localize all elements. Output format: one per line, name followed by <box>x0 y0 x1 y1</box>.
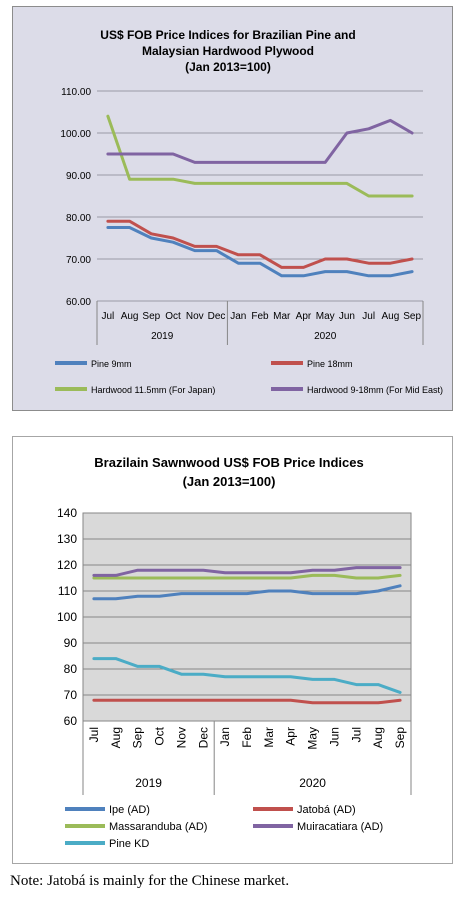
y-tick-label: 90 <box>64 636 78 650</box>
year-group-label: 2020 <box>314 331 337 342</box>
legend-label: Hardwood 11.5mm (For Japan) <box>91 385 215 395</box>
chart-title-line: (Jan 2013=100) <box>185 60 271 74</box>
chart-title-line: Malaysian Hardwood Plywood <box>142 44 314 58</box>
x-tick-label: Feb <box>251 311 269 322</box>
series-line <box>92 573 402 580</box>
footnote: Note: Jatobá is mainly for the Chinese m… <box>10 873 290 889</box>
x-tick-label: Apr <box>296 311 312 322</box>
series-line <box>106 226 414 278</box>
y-tick-label: 120 <box>57 558 77 572</box>
legend-label: Massaranduba (AD) <box>109 821 207 833</box>
x-tick-label: May <box>306 727 320 750</box>
x-tick-label: Oct <box>153 726 167 745</box>
x-tick-label: Nov <box>174 727 188 748</box>
year-group-label: 2019 <box>151 331 174 342</box>
chart-title-line: Brazilain Sawnwood US$ FOB Price Indices <box>94 455 363 470</box>
sawnwood-chart-panel: Brazilain Sawnwood US$ FOB Price Indices… <box>12 436 453 864</box>
series-line <box>92 698 402 705</box>
series-line <box>106 114 414 198</box>
y-tick-label: 70.00 <box>66 255 91 266</box>
x-tick-label: Aug <box>109 727 123 748</box>
y-tick-label: 60 <box>64 714 78 728</box>
year-group-label: 2019 <box>135 776 162 790</box>
legend-label: Ipe (AD) <box>109 804 150 816</box>
y-tick-label: 80.00 <box>66 213 91 224</box>
x-tick-label: Jul <box>362 311 375 322</box>
x-tick-label: May <box>316 311 335 322</box>
series-line <box>106 118 414 164</box>
y-tick-label: 60.00 <box>66 297 91 308</box>
y-tick-label: 110 <box>58 584 77 598</box>
legend-label: Muiracatiara (AD) <box>297 821 383 833</box>
x-tick-label: Jan <box>230 311 246 322</box>
x-tick-label: Sep <box>403 311 421 322</box>
y-tick-label: 100.00 <box>60 129 91 140</box>
legend-label: Pine KD <box>109 838 149 850</box>
x-tick-label: Jan <box>218 727 232 746</box>
x-tick-label: Jul <box>87 727 101 742</box>
y-tick-label: 100 <box>57 610 77 624</box>
x-tick-label: Oct <box>165 311 181 322</box>
legend-label: Jatobá (AD) <box>297 804 356 816</box>
x-tick-label: Aug <box>371 727 385 748</box>
x-tick-label: Mar <box>262 727 276 748</box>
x-tick-label: Jul <box>101 311 114 322</box>
sawnwood-chart: Brazilain Sawnwood US$ FOB Price Indices… <box>57 455 412 850</box>
series-line <box>106 219 414 269</box>
x-tick-label: Apr <box>284 727 298 746</box>
x-tick-label: Sep <box>142 311 160 322</box>
y-tick-label: 130 <box>57 532 77 546</box>
x-tick-label: Dec <box>208 311 226 322</box>
legend-label: Pine 18mm <box>307 359 353 369</box>
y-tick-label: 90.00 <box>66 171 91 182</box>
series-line <box>92 584 402 601</box>
x-tick-label: Aug <box>382 311 400 322</box>
series-line <box>92 657 402 694</box>
x-tick-label: Aug <box>121 311 139 322</box>
chart-title-line: (Jan 2013=100) <box>183 474 276 489</box>
x-tick-label: Jun <box>339 311 355 322</box>
plywood-chart: US$ FOB Price Indices for Brazilian Pine… <box>55 28 443 395</box>
y-tick-label: 110.00 <box>61 87 91 98</box>
x-tick-label: Mar <box>273 311 291 322</box>
y-tick-label: 140 <box>57 506 77 520</box>
x-tick-label: Dec <box>196 727 210 748</box>
x-tick-label: Sep <box>131 727 145 749</box>
y-tick-label: 80 <box>64 662 78 676</box>
legend-label: Hardwood 9-18mm (For Mid East) <box>307 385 443 395</box>
legend-label: Pine 9mm <box>91 359 132 369</box>
x-tick-label: Feb <box>240 727 254 748</box>
chart-title-line: US$ FOB Price Indices for Brazilian Pine… <box>100 28 355 42</box>
x-tick-label: Nov <box>186 311 204 322</box>
x-tick-label: Jul <box>349 727 363 742</box>
series-line <box>92 566 402 577</box>
x-tick-label: Jun <box>327 727 341 746</box>
y-tick-label: 70 <box>64 688 78 702</box>
x-tick-label: Sep <box>393 727 407 749</box>
plywood-chart-panel: US$ FOB Price Indices for Brazilian Pine… <box>12 6 453 411</box>
year-group-label: 2020 <box>299 776 326 790</box>
